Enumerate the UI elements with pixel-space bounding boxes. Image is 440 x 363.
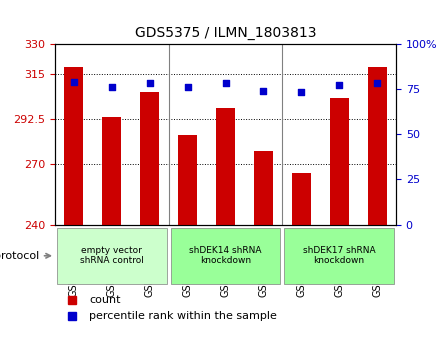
Point [146,81,153,86]
Bar [216,108,235,225]
Point [70,79,77,85]
FancyBboxPatch shape [284,228,394,284]
Text: protocol: protocol [0,251,50,261]
Bar [178,135,197,225]
Text: shDEK14 shRNA
knockdown: shDEK14 shRNA knockdown [189,246,262,265]
Text: percentile rank within the sample: percentile rank within the sample [89,311,277,321]
Text: count: count [89,294,121,305]
FancyBboxPatch shape [171,228,280,284]
Title: GDS5375 / ILMN_1803813: GDS5375 / ILMN_1803813 [135,26,316,40]
Point [260,88,267,94]
Point [374,81,381,86]
Text: empty vector
shRNA control: empty vector shRNA control [80,246,144,265]
FancyBboxPatch shape [57,228,167,284]
Point [222,81,229,86]
Bar [330,98,348,225]
Bar [140,92,159,225]
Bar [367,67,386,225]
Point [336,82,343,88]
Bar [292,174,311,225]
Text: shDEK17 shRNA
knockdown: shDEK17 shRNA knockdown [303,246,375,265]
Bar [103,117,121,225]
Point [298,90,305,95]
Bar [254,151,273,225]
Bar [65,67,84,225]
Point [108,84,115,90]
Point [184,84,191,90]
